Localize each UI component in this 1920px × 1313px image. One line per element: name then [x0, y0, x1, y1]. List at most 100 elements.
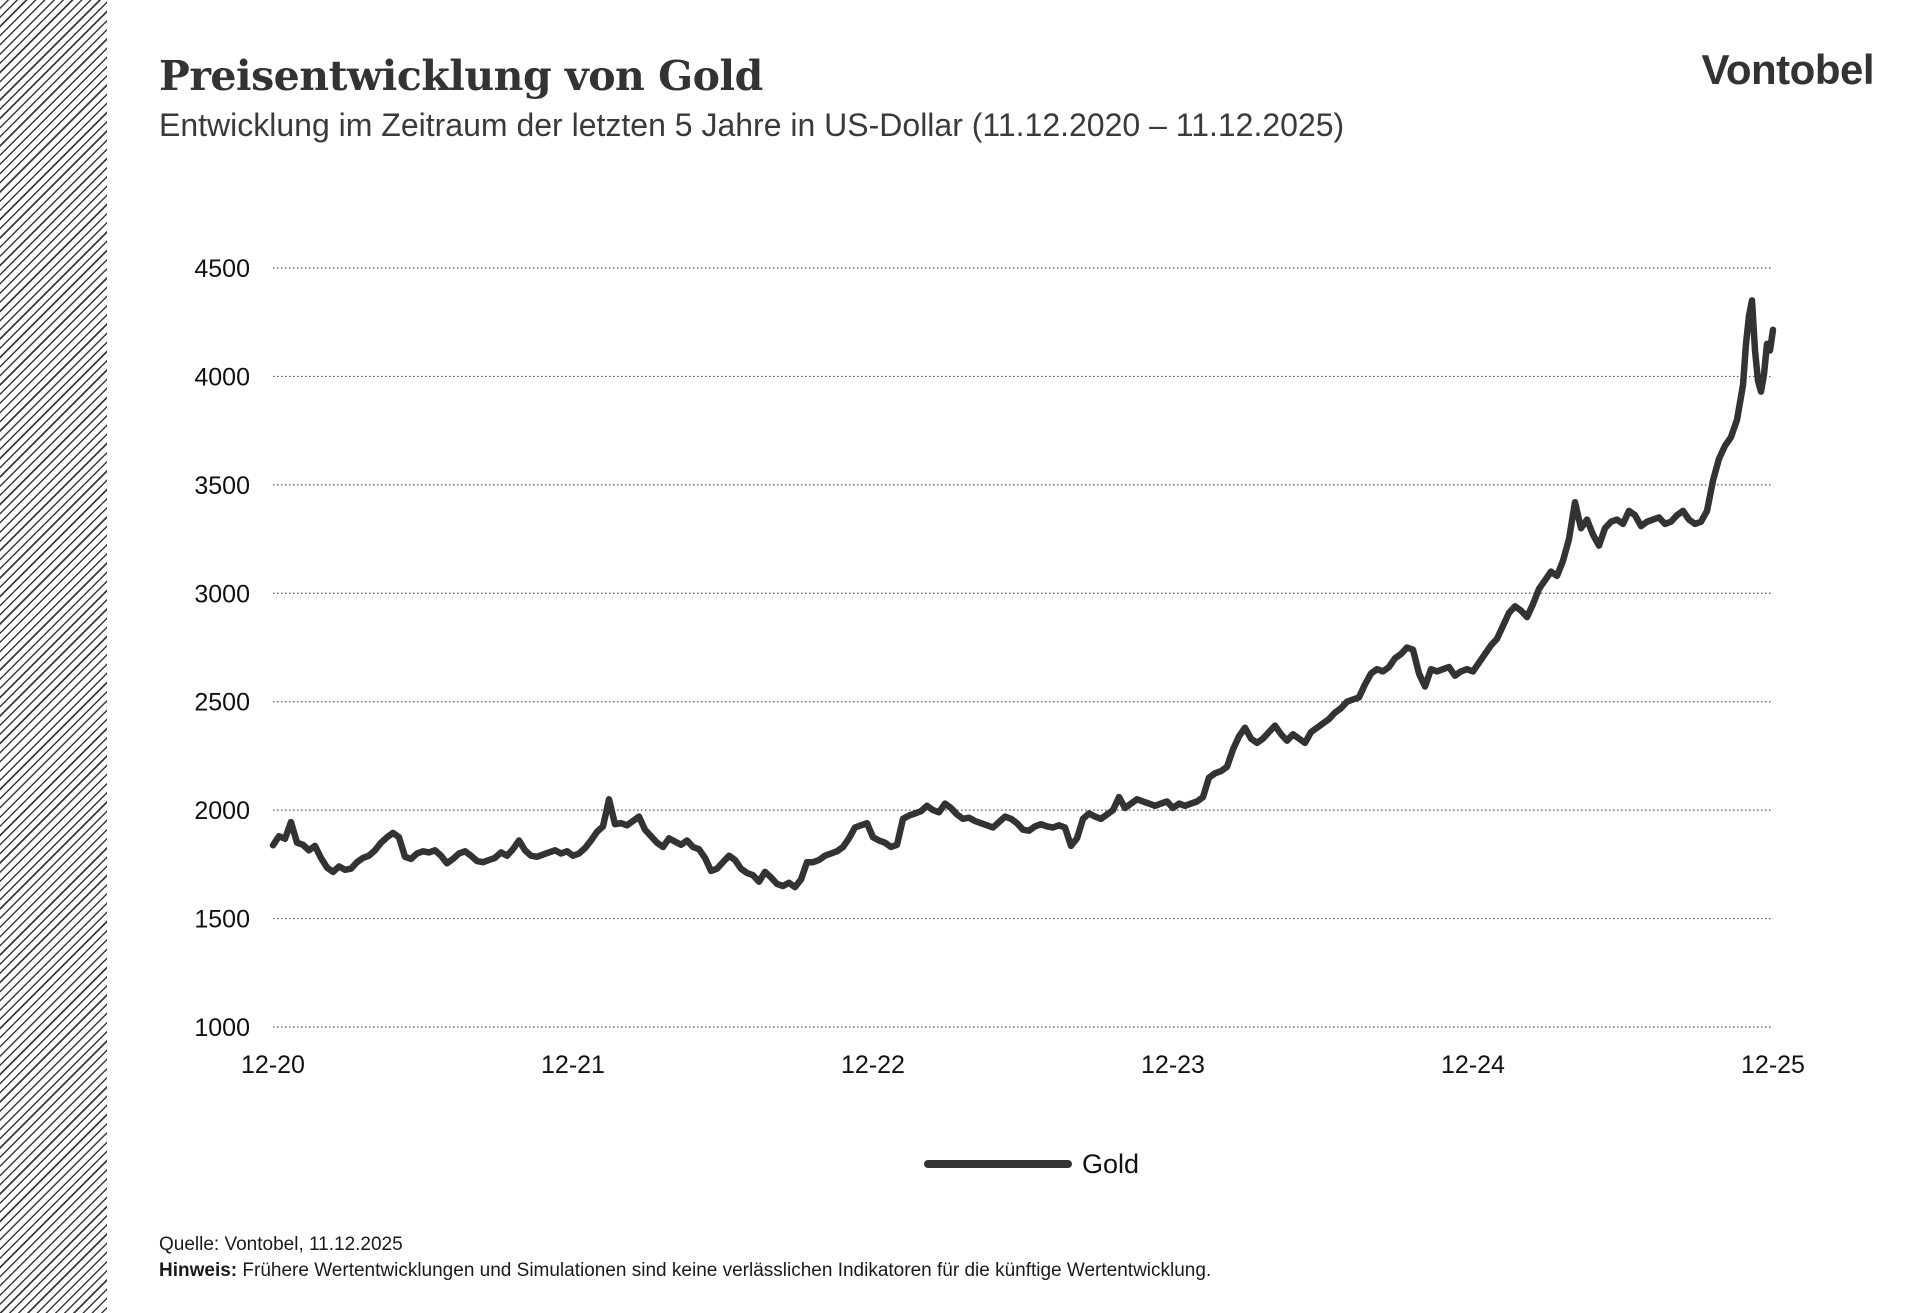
data-point [1358, 696, 1360, 699]
data-point [722, 861, 724, 863]
chart-title: Preisentwicklung von Gold [159, 52, 763, 100]
data-point [710, 870, 712, 872]
data-point [1250, 737, 1252, 740]
data-point [794, 886, 796, 888]
data-point [422, 850, 424, 853]
data-point [1652, 518, 1654, 521]
data-point [464, 850, 466, 853]
data-point [356, 861, 358, 863]
data-point [1208, 776, 1210, 779]
data-point [1532, 603, 1534, 605]
data-point [644, 828, 646, 831]
data-point [680, 844, 682, 846]
data-point [1436, 670, 1438, 673]
data-point [1280, 733, 1282, 735]
data-point [1076, 837, 1078, 840]
data-point [968, 816, 970, 819]
data-point [926, 805, 928, 807]
data-point [740, 867, 742, 870]
data-point [1640, 525, 1642, 527]
data-point [560, 852, 562, 855]
data-point [398, 836, 400, 839]
data-point [1634, 514, 1636, 516]
data-point [284, 838, 286, 840]
data-point [662, 846, 664, 848]
data-point [1028, 829, 1030, 832]
data-point [440, 854, 442, 857]
data-point [1772, 329, 1774, 331]
data-point [1334, 711, 1336, 714]
data-point [1136, 798, 1138, 801]
data-point [530, 854, 532, 857]
x-axis: 12-20 12-21 12-22 12-23 12-24 12-25 [241, 1051, 1805, 1079]
data-point [554, 849, 556, 852]
data-point [1676, 514, 1678, 516]
data-point [620, 822, 622, 824]
data-point [1352, 698, 1354, 701]
data-point [1190, 802, 1192, 805]
series-line-gold [269, 297, 1777, 891]
data-point [1610, 520, 1612, 523]
y-tick-label: 4000 [194, 363, 250, 391]
data-point [1748, 314, 1750, 317]
data-point [482, 861, 484, 863]
data-point [1544, 579, 1546, 582]
data-point [1460, 670, 1462, 673]
data-point [1088, 812, 1090, 815]
data-point [428, 851, 430, 854]
data-point [1118, 796, 1120, 798]
data-point [1760, 390, 1762, 393]
data-point [1184, 805, 1186, 807]
data-point [1478, 661, 1480, 664]
data-point [656, 841, 658, 844]
data-point [446, 862, 448, 865]
data-point [836, 850, 838, 853]
data-point [380, 841, 382, 844]
data-point [596, 831, 598, 833]
data-point [290, 821, 292, 823]
data-point [404, 856, 406, 858]
data-point [1166, 800, 1168, 803]
data-point [824, 854, 826, 857]
legend: Gold [924, 1149, 1139, 1179]
data-point [1442, 668, 1444, 670]
data-point [572, 854, 574, 857]
data-point [932, 809, 934, 811]
data-point [746, 872, 748, 874]
data-point [806, 861, 808, 863]
data-point [1568, 538, 1570, 540]
data-point [1745, 343, 1747, 345]
data-point [800, 878, 802, 881]
data-point [320, 857, 322, 859]
y-axis: 1000 1500 2000 2500 3000 3500 4000 4500 [194, 255, 250, 1042]
data-point [944, 802, 946, 805]
data-point [770, 876, 772, 879]
data-point [854, 826, 856, 829]
data-point [1766, 343, 1768, 345]
data-point [1418, 672, 1420, 675]
data-point [1298, 737, 1300, 740]
data-point [1052, 826, 1054, 829]
data-point [980, 822, 982, 824]
x-tick-label: 12-25 [1741, 1051, 1805, 1079]
y-tick-label: 2500 [194, 689, 250, 717]
disclaimer: Hinweis: Frühere Wertentwicklungen und S… [159, 1258, 1211, 1284]
data-point [1226, 766, 1228, 768]
vontobel-logo: Vontobel [1701, 46, 1874, 93]
data-point [1694, 523, 1696, 525]
data-point [506, 854, 508, 857]
data-point [1466, 668, 1468, 670]
data-point [1196, 800, 1198, 803]
data-point [494, 857, 496, 859]
data-point [1688, 518, 1690, 521]
data-point [782, 885, 784, 887]
data-point [734, 859, 736, 861]
data-point [920, 810, 922, 812]
data-point [1064, 826, 1066, 829]
data-point [584, 847, 586, 849]
data-point [1220, 770, 1222, 772]
data-point [668, 837, 670, 840]
data-point [488, 859, 490, 861]
data-point [1472, 670, 1474, 673]
